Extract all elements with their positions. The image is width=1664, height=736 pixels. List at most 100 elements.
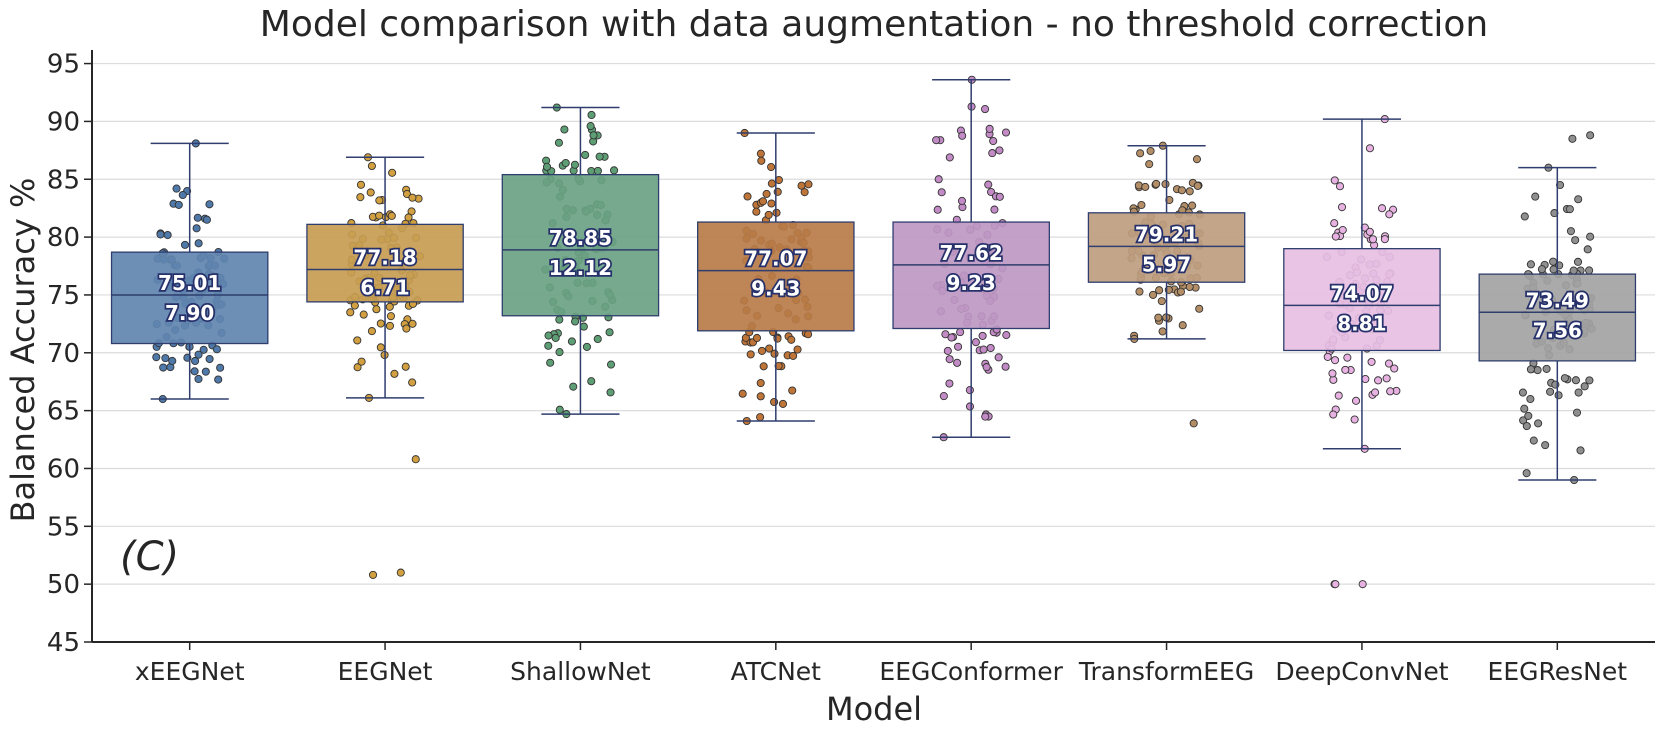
data-point bbox=[1585, 376, 1594, 385]
y-tick-label: 95 bbox=[47, 50, 80, 80]
data-point bbox=[191, 356, 200, 366]
data-point bbox=[1524, 411, 1533, 420]
data-point bbox=[385, 321, 394, 330]
data-point bbox=[408, 193, 417, 202]
data-point bbox=[956, 328, 965, 337]
data-point bbox=[180, 240, 190, 249]
data-point bbox=[1522, 421, 1531, 431]
box bbox=[892, 221, 1050, 330]
data-point bbox=[1193, 181, 1202, 190]
data-point bbox=[1571, 236, 1580, 245]
data-point bbox=[757, 346, 767, 355]
data-point bbox=[212, 345, 221, 354]
data-point bbox=[356, 180, 366, 189]
data-point bbox=[764, 210, 773, 219]
data-point bbox=[1155, 286, 1164, 295]
data-point bbox=[610, 166, 619, 175]
data-point bbox=[1329, 410, 1338, 419]
data-point bbox=[192, 224, 201, 233]
mean-label: 78.85 bbox=[549, 226, 612, 250]
data-point bbox=[945, 379, 954, 388]
data-point bbox=[581, 150, 590, 160]
data-point bbox=[958, 131, 967, 140]
data-point bbox=[402, 324, 411, 333]
data-point bbox=[800, 188, 809, 197]
data-point bbox=[937, 188, 946, 197]
data-point bbox=[1338, 225, 1347, 235]
data-point bbox=[1365, 227, 1374, 236]
data-point bbox=[1188, 201, 1197, 210]
data-point bbox=[932, 136, 941, 145]
std-label: 7.90 bbox=[165, 301, 214, 325]
data-point bbox=[174, 200, 183, 209]
data-point bbox=[404, 213, 413, 222]
data-point bbox=[544, 331, 553, 340]
data-point bbox=[1380, 235, 1389, 244]
mean-label: 77.62 bbox=[940, 241, 1003, 265]
data-point bbox=[367, 161, 376, 170]
data-point bbox=[756, 149, 765, 158]
data-point bbox=[214, 375, 223, 384]
data-point bbox=[1520, 404, 1529, 413]
data-point bbox=[1195, 304, 1204, 313]
data-point bbox=[789, 351, 798, 360]
data-point bbox=[759, 362, 768, 371]
mean-label: 75.01 bbox=[158, 271, 221, 295]
data-point bbox=[551, 333, 560, 342]
box bbox=[1478, 273, 1637, 362]
data-point bbox=[1165, 195, 1174, 205]
data-point bbox=[767, 179, 776, 188]
data-point bbox=[201, 367, 210, 376]
data-point bbox=[1522, 469, 1531, 478]
data-point bbox=[593, 166, 602, 175]
data-point bbox=[1161, 180, 1170, 189]
data-point bbox=[388, 168, 397, 177]
data-point bbox=[353, 363, 362, 372]
data-point bbox=[985, 124, 994, 133]
data-point bbox=[945, 153, 954, 162]
data-point bbox=[1556, 180, 1565, 190]
data-point bbox=[934, 175, 943, 184]
y-tick-label: 70 bbox=[47, 339, 80, 369]
data-point bbox=[1542, 364, 1551, 373]
data-point bbox=[199, 345, 208, 354]
data-point bbox=[589, 131, 598, 140]
data-point bbox=[1001, 362, 1010, 371]
chart-title: Model comparison with data augmentation … bbox=[260, 4, 1488, 45]
data-point bbox=[376, 343, 385, 352]
data-point bbox=[1377, 204, 1387, 213]
data-point bbox=[981, 412, 990, 421]
data-point bbox=[804, 180, 813, 189]
y-tick-label: 55 bbox=[47, 512, 80, 542]
data-point bbox=[353, 336, 362, 345]
data-point bbox=[156, 230, 165, 239]
y-tick-label: 80 bbox=[47, 223, 80, 253]
data-point bbox=[1358, 580, 1367, 589]
data-point bbox=[1529, 436, 1538, 445]
x-tick-label: TransformEEG bbox=[1078, 657, 1254, 686]
x-tick-label: ATCNet bbox=[731, 657, 822, 686]
data-point bbox=[587, 377, 596, 386]
data-point bbox=[793, 345, 802, 354]
data-point bbox=[1580, 382, 1589, 391]
data-point bbox=[1145, 160, 1154, 169]
data-point bbox=[965, 386, 974, 395]
data-point bbox=[1137, 200, 1146, 210]
data-point bbox=[1185, 282, 1194, 292]
data-point bbox=[359, 310, 368, 319]
data-point bbox=[561, 158, 570, 168]
data-point bbox=[1367, 357, 1376, 366]
data-point bbox=[1520, 212, 1529, 221]
data-point bbox=[205, 354, 214, 364]
data-point bbox=[408, 378, 417, 387]
data-point bbox=[943, 346, 952, 355]
y-tick-label: 65 bbox=[47, 397, 80, 427]
data-point bbox=[986, 343, 995, 353]
data-point bbox=[161, 354, 170, 363]
data-point bbox=[1549, 265, 1558, 274]
x-tick-label: DeepConvNet bbox=[1275, 657, 1448, 686]
data-point bbox=[1176, 287, 1185, 296]
y-axis-label: Balanced Accuracy % bbox=[4, 178, 42, 523]
data-point bbox=[757, 156, 766, 165]
